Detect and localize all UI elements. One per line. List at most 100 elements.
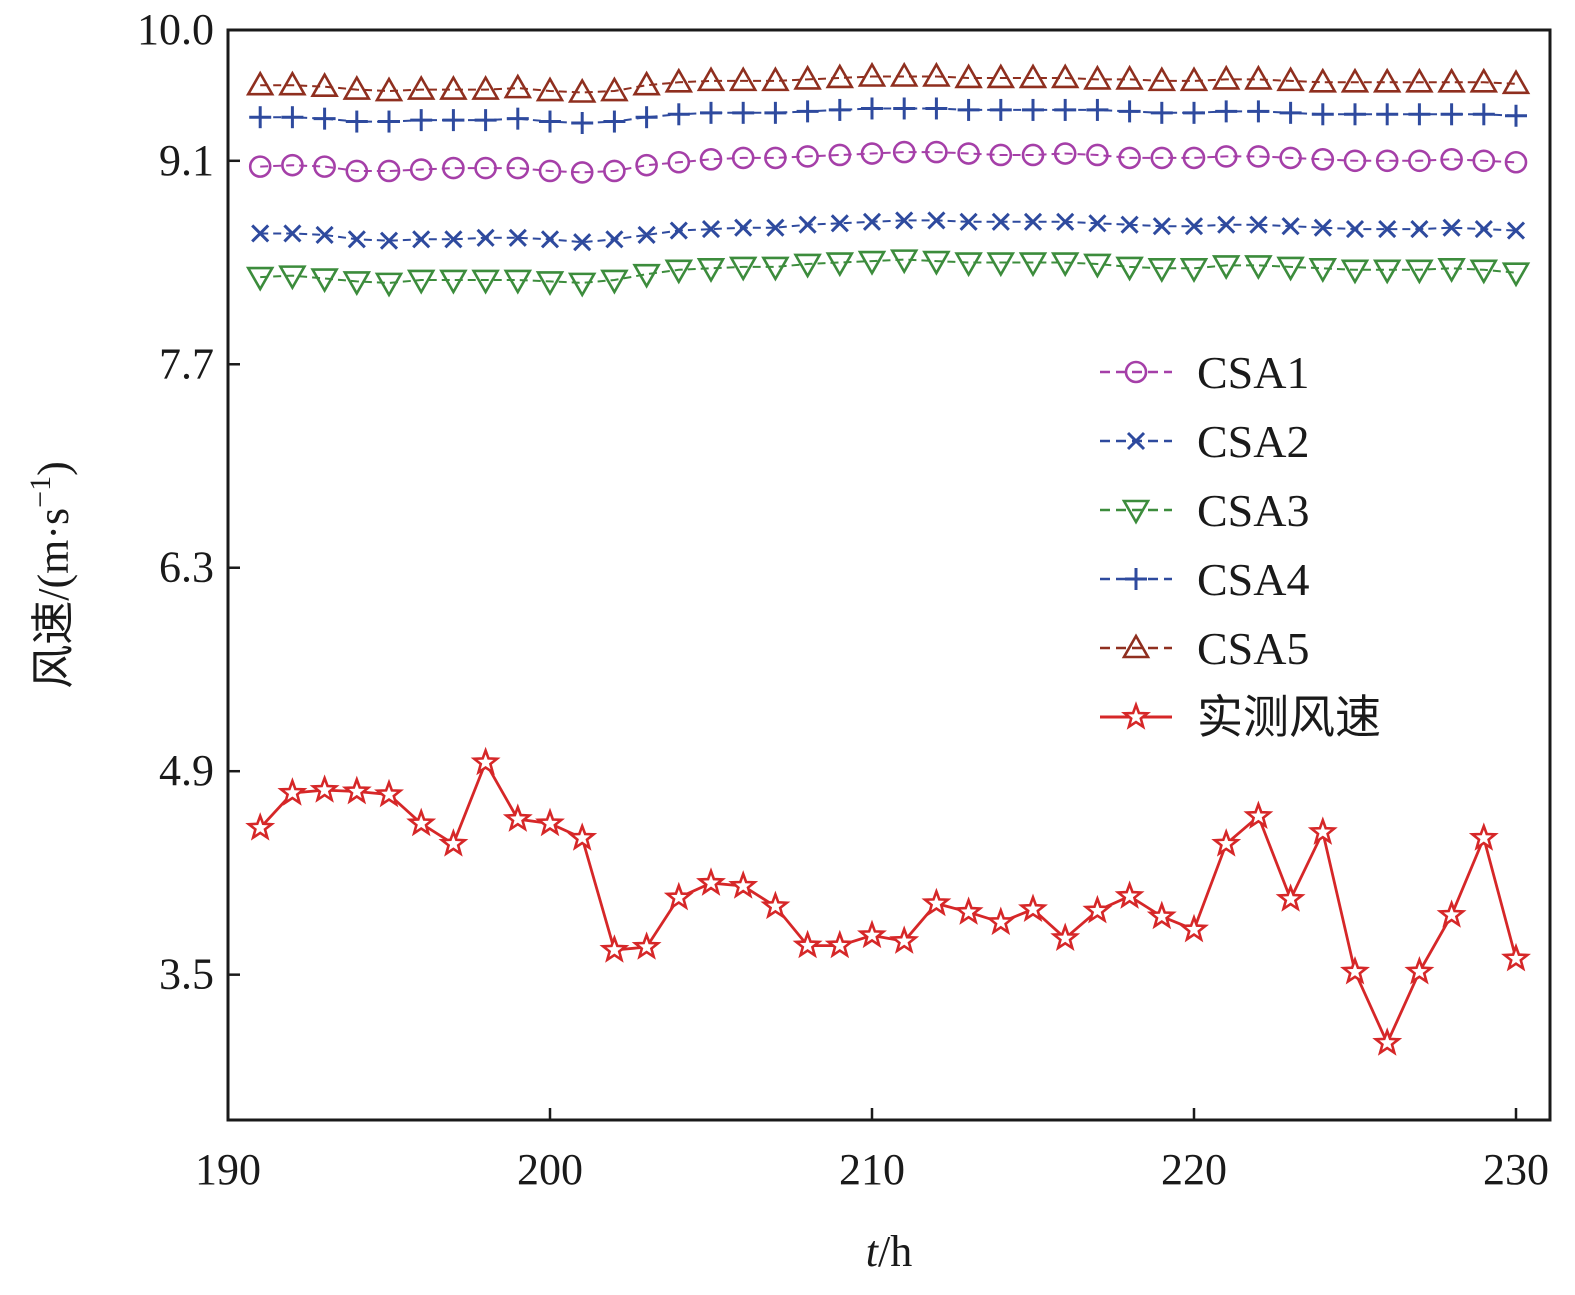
data-point	[476, 228, 495, 247]
data-point	[1276, 256, 1305, 282]
data-point	[860, 142, 884, 165]
legend-label: CSA1	[1197, 347, 1309, 398]
data-point	[1440, 148, 1463, 171]
data-point	[567, 822, 598, 851]
legend: CSA1 CSA2 CSA3 CSA4 CSA5 实测风速	[1100, 347, 1381, 743]
data-point	[669, 221, 688, 240]
data-point	[1244, 64, 1273, 90]
data-point	[342, 271, 372, 297]
data-point	[1147, 66, 1177, 92]
data-point	[667, 150, 691, 174]
data-point	[1182, 146, 1206, 170]
data-point	[535, 807, 565, 837]
data-point	[1308, 67, 1338, 93]
y-axis-title: 风速/(m·s−1)	[24, 461, 78, 688]
data-point	[728, 66, 758, 92]
data-point	[825, 252, 855, 278]
data-point	[444, 230, 463, 249]
data-point	[1211, 64, 1241, 90]
y-tick-label: 3.5	[159, 950, 214, 999]
data-point	[699, 148, 723, 171]
data-point	[540, 230, 560, 249]
data-point	[1086, 98, 1109, 121]
y-tick-label: 10.0	[137, 5, 214, 54]
data-point	[637, 225, 656, 244]
data-point	[245, 812, 276, 841]
series-CSA5	[245, 61, 1531, 103]
data-point	[1215, 100, 1238, 123]
data-point	[925, 97, 948, 120]
data-point	[1146, 900, 1177, 930]
data-point	[857, 61, 887, 87]
data-point	[761, 256, 790, 282]
data-point	[278, 265, 307, 291]
data-point	[1243, 800, 1274, 830]
data-point	[1018, 893, 1048, 923]
data-point	[1150, 146, 1174, 170]
y-tick-label: 6.3	[159, 543, 214, 592]
series-CSA3	[245, 249, 1531, 298]
data-point	[567, 272, 597, 298]
data-point	[442, 156, 465, 180]
data-point	[1275, 883, 1306, 912]
data-point	[377, 159, 401, 183]
data-point	[1018, 252, 1048, 278]
x-tick-label: 210	[839, 1145, 905, 1194]
data-point	[1115, 64, 1144, 90]
data-point	[766, 218, 785, 237]
data-point	[471, 269, 500, 295]
data-point	[922, 61, 951, 87]
data-point	[1440, 103, 1463, 126]
data-point	[1437, 258, 1466, 283]
data-point	[281, 106, 304, 129]
series-line	[260, 258, 1517, 284]
data-point	[921, 887, 952, 917]
data-point	[1118, 100, 1141, 123]
data-point	[989, 143, 1013, 167]
data-point	[1211, 828, 1242, 857]
data-point	[635, 106, 658, 129]
data-point	[605, 230, 624, 249]
data-point	[734, 218, 753, 237]
data-point	[798, 215, 817, 234]
data-point	[828, 143, 852, 167]
data-point	[471, 74, 500, 100]
legend-item: CSA5	[1100, 623, 1309, 674]
series-CSA4	[249, 97, 1527, 135]
data-point	[1050, 63, 1080, 89]
data-point	[1054, 98, 1077, 121]
legend-item: CSA2	[1100, 416, 1309, 467]
data-point	[571, 112, 594, 135]
data-point	[1375, 149, 1399, 173]
data-point	[1340, 259, 1370, 285]
data-point	[1083, 253, 1112, 279]
data-point	[632, 263, 661, 289]
data-point	[1086, 143, 1109, 167]
data-point	[1183, 101, 1205, 124]
data-point	[1217, 215, 1236, 234]
legend-item: CSA1	[1100, 347, 1309, 398]
data-point	[825, 63, 855, 89]
data-point	[438, 828, 469, 857]
data-point	[1147, 258, 1177, 283]
data-point	[728, 870, 759, 899]
data-point	[570, 161, 594, 184]
data-point	[310, 72, 339, 97]
y-tick-label: 9.1	[159, 136, 214, 185]
data-point	[1023, 212, 1043, 231]
data-point	[1501, 69, 1531, 95]
data-point	[892, 140, 916, 164]
data-point	[439, 269, 468, 295]
data-point	[1378, 220, 1397, 239]
data-point	[1120, 215, 1139, 234]
data-point	[1469, 259, 1499, 285]
data-point	[1469, 67, 1499, 93]
data-point	[1279, 101, 1302, 124]
data-point	[1376, 103, 1399, 126]
data-point	[1307, 816, 1338, 845]
data-point	[828, 98, 851, 121]
x-axis-title: t/h	[866, 1227, 912, 1276]
data-point	[474, 156, 497, 180]
data-point	[502, 803, 533, 832]
legend-item: 实测风速	[1100, 692, 1381, 743]
